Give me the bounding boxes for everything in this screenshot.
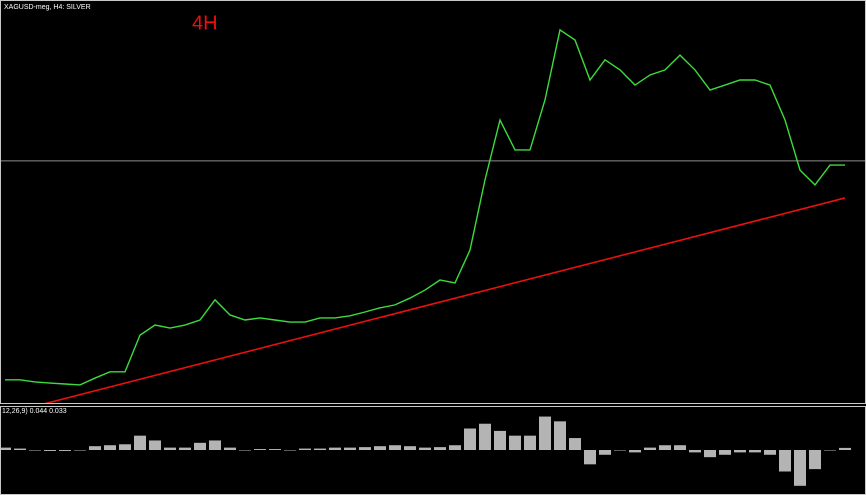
histogram-bar xyxy=(419,447,431,450)
histogram-bar xyxy=(344,447,356,450)
histogram-bar xyxy=(299,448,311,450)
histogram-bar xyxy=(314,448,326,450)
indicator-title: 12,26,9) 0.044 0.033 xyxy=(2,408,67,415)
histogram-bar xyxy=(509,435,521,450)
histogram-bar xyxy=(704,450,716,458)
symbol-title: XAGUSD-meg, H4: SILVER xyxy=(4,4,91,11)
histogram-bar xyxy=(104,445,116,450)
histogram-bar xyxy=(764,450,776,455)
histogram-bar xyxy=(404,446,416,450)
histogram-bar xyxy=(434,447,446,450)
histogram-bar xyxy=(719,450,731,455)
histogram-bar xyxy=(599,450,611,455)
histogram-bar xyxy=(689,450,701,453)
histogram-bar xyxy=(839,447,851,450)
histogram-bar xyxy=(674,445,686,450)
histogram-bar xyxy=(209,440,221,450)
histogram-bar xyxy=(524,435,536,450)
timeframe-label: 4H xyxy=(192,12,218,34)
histogram-bar xyxy=(59,450,71,451)
histogram-bar xyxy=(809,450,821,470)
histogram-bar xyxy=(614,450,626,451)
histogram-bar xyxy=(539,416,551,450)
histogram-bar xyxy=(449,445,461,450)
histogram-bar xyxy=(74,450,86,451)
price-line xyxy=(5,28,845,386)
histogram-bar xyxy=(224,447,236,450)
histogram-bar xyxy=(119,444,131,450)
histogram-bar xyxy=(824,450,836,451)
histogram-bar xyxy=(659,445,671,450)
histogram-bar xyxy=(389,445,401,450)
histogram-bar xyxy=(134,435,146,450)
histogram-bar xyxy=(239,450,251,451)
histogram-bar xyxy=(269,449,281,450)
histogram-bar xyxy=(179,447,191,450)
histogram-bar xyxy=(164,447,176,450)
histogram-bar xyxy=(44,450,56,451)
histogram-bar xyxy=(254,449,266,450)
histogram-bar xyxy=(149,440,161,450)
histogram-bar xyxy=(749,450,761,453)
histogram-bar xyxy=(734,450,746,453)
histogram-bar xyxy=(644,447,656,450)
histogram-bar xyxy=(359,447,371,450)
histogram-bar xyxy=(29,450,41,451)
histogram-bar xyxy=(569,438,581,450)
histogram-bar xyxy=(479,423,491,450)
price-plot xyxy=(1,28,865,403)
trend-line xyxy=(44,197,846,403)
histogram-bar xyxy=(89,446,101,450)
histogram-bar xyxy=(464,428,476,450)
histogram-bar xyxy=(554,421,566,450)
histogram-bar xyxy=(779,450,791,472)
histogram-bar xyxy=(584,450,596,465)
histogram-bar xyxy=(194,442,206,450)
indicator-plot xyxy=(1,416,851,486)
histogram-bar xyxy=(629,450,641,453)
histogram-bar xyxy=(329,447,341,450)
histogram-bar xyxy=(374,446,386,450)
histogram-bar xyxy=(1,447,11,450)
histogram-bar xyxy=(794,450,806,486)
histogram-bar xyxy=(494,430,506,450)
histogram-bar xyxy=(284,450,296,451)
histogram-bar xyxy=(14,448,26,450)
